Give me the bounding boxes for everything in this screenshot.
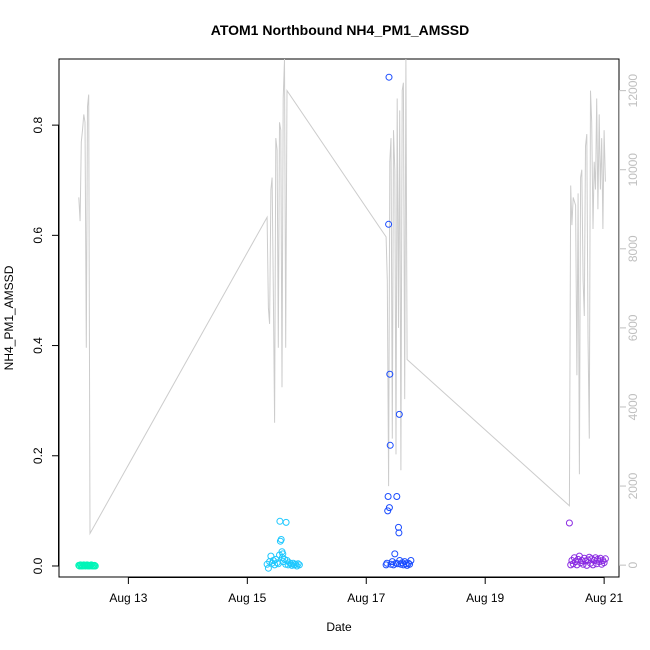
data-point bbox=[282, 518, 290, 526]
data-point bbox=[386, 441, 394, 449]
chart-title: ATOM1 Northbound NH4_PM1_AMSSD bbox=[211, 22, 470, 38]
data-point bbox=[384, 493, 392, 500]
data-point bbox=[91, 561, 98, 569]
data-point bbox=[385, 73, 393, 81]
y-axis-right: 0 2000 4000 6000 8000 10000 12000 bbox=[619, 74, 640, 568]
data-point bbox=[264, 564, 272, 572]
data-point bbox=[570, 554, 578, 562]
data-point bbox=[384, 507, 392, 515]
y2-tick-label: 4000 bbox=[626, 393, 640, 420]
data-point bbox=[91, 562, 99, 570]
data-point bbox=[294, 560, 302, 568]
data-point bbox=[601, 555, 609, 563]
data-point bbox=[395, 410, 403, 418]
data-point bbox=[406, 560, 414, 568]
data-point bbox=[292, 560, 300, 568]
y2-tick-label: 12000 bbox=[626, 74, 640, 108]
y-axis-label: NH4_PM1_AMSSD bbox=[2, 265, 16, 370]
y-tick-label: 0.2 bbox=[31, 447, 45, 464]
y-axis-left: 0.0 0.2 0.4 0.6 0.8 bbox=[31, 116, 59, 574]
data-point bbox=[276, 517, 284, 525]
data-point bbox=[600, 559, 608, 567]
data-point bbox=[407, 557, 415, 564]
data-point bbox=[295, 561, 303, 569]
data-point bbox=[386, 370, 394, 378]
x-tick-label: Aug 21 bbox=[585, 591, 623, 605]
plot-frame bbox=[58, 58, 620, 578]
y-tick-label: 0.0 bbox=[31, 557, 45, 574]
scatter-points bbox=[75, 73, 609, 572]
y2-tick-label: 0 bbox=[626, 561, 640, 568]
data-point bbox=[391, 550, 399, 558]
x-tick-label: Aug 19 bbox=[466, 591, 504, 605]
y2-tick-label: 2000 bbox=[626, 472, 640, 499]
data-point bbox=[277, 536, 285, 543]
x-tick-label: Aug 15 bbox=[228, 591, 266, 605]
line-series bbox=[78, 58, 606, 536]
data-point bbox=[385, 504, 393, 512]
right-axis-line-series bbox=[78, 58, 606, 536]
y-tick-label: 0.8 bbox=[31, 116, 45, 133]
data-point bbox=[565, 519, 573, 527]
x-tick-label: Aug 13 bbox=[109, 591, 147, 605]
y-tick-label: 0.6 bbox=[31, 227, 45, 244]
data-point bbox=[395, 529, 403, 537]
data-point bbox=[385, 220, 393, 228]
x-tick-label: Aug 17 bbox=[347, 591, 385, 605]
data-point bbox=[393, 493, 401, 500]
x-axis-label: Date bbox=[326, 620, 352, 634]
data-point bbox=[589, 561, 597, 569]
y2-tick-label: 8000 bbox=[626, 235, 640, 262]
y2-tick-label: 10000 bbox=[626, 153, 640, 187]
y2-tick-label: 6000 bbox=[626, 314, 640, 341]
x-axis: Aug 13 Aug 15 Aug 17 Aug 19 Aug 21 bbox=[109, 577, 623, 605]
y-tick-label: 0.4 bbox=[31, 337, 45, 354]
